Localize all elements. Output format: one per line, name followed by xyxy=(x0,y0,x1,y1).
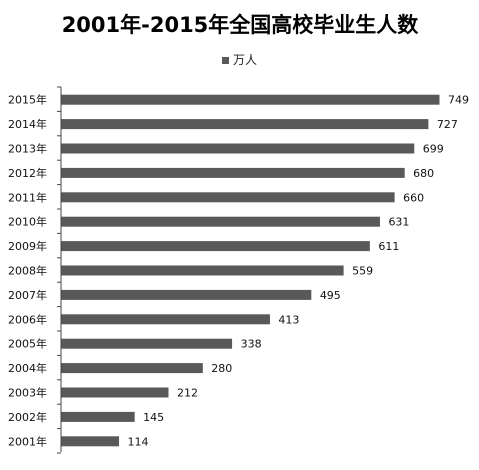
bar xyxy=(61,216,380,227)
bar xyxy=(61,314,270,325)
value-label: 611 xyxy=(378,240,399,253)
bar xyxy=(61,289,312,300)
value-label: 212 xyxy=(177,387,198,400)
value-label: 749 xyxy=(448,94,469,107)
category-label: 2014年 xyxy=(8,117,47,131)
value-label: 631 xyxy=(388,216,409,229)
legend-label: 万人 xyxy=(233,53,257,67)
category-label: 2007年 xyxy=(8,288,47,302)
legend-swatch xyxy=(222,57,229,64)
bar xyxy=(61,363,203,374)
bar xyxy=(61,387,169,398)
bar xyxy=(61,265,344,276)
value-label: 680 xyxy=(413,167,434,180)
category-label: 2008年 xyxy=(8,264,47,278)
category-label: 2009年 xyxy=(8,239,47,253)
value-label: 413 xyxy=(278,313,299,326)
bar xyxy=(61,411,135,422)
value-label: 699 xyxy=(423,143,444,156)
value-label: 495 xyxy=(320,289,341,302)
bars-group: 2015年 749 2014年 727 2013年 699 2012年 680 2011年 660… xyxy=(8,86,469,454)
value-label: 338 xyxy=(241,338,262,351)
value-label: 559 xyxy=(352,265,373,278)
category-label: 2002年 xyxy=(8,410,47,424)
bar xyxy=(61,192,395,203)
value-label: 660 xyxy=(403,191,424,204)
value-label: 114 xyxy=(128,435,149,448)
category-label: 2006年 xyxy=(8,312,47,326)
category-label: 2012年 xyxy=(8,166,47,180)
bar xyxy=(61,338,233,349)
category-label: 2003年 xyxy=(8,386,47,400)
category-label: 2010年 xyxy=(8,215,47,229)
category-label: 2001年 xyxy=(8,434,47,448)
bar xyxy=(61,119,429,130)
category-label: 2004年 xyxy=(8,361,47,375)
value-label: 727 xyxy=(437,118,458,131)
bar xyxy=(61,143,415,154)
category-label: 2013年 xyxy=(8,142,47,156)
value-label: 280 xyxy=(211,362,232,375)
category-label: 2005年 xyxy=(8,337,47,351)
category-label: 2015年 xyxy=(8,93,47,107)
legend: 万人 xyxy=(222,53,257,67)
chart-title: 2001年-2015年全国高校毕业生人数 xyxy=(62,13,420,37)
bar xyxy=(61,94,440,105)
category-label: 2011年 xyxy=(8,190,47,204)
bar xyxy=(61,167,405,178)
bar xyxy=(61,241,370,252)
value-label: 145 xyxy=(143,411,164,424)
bar xyxy=(61,436,120,447)
